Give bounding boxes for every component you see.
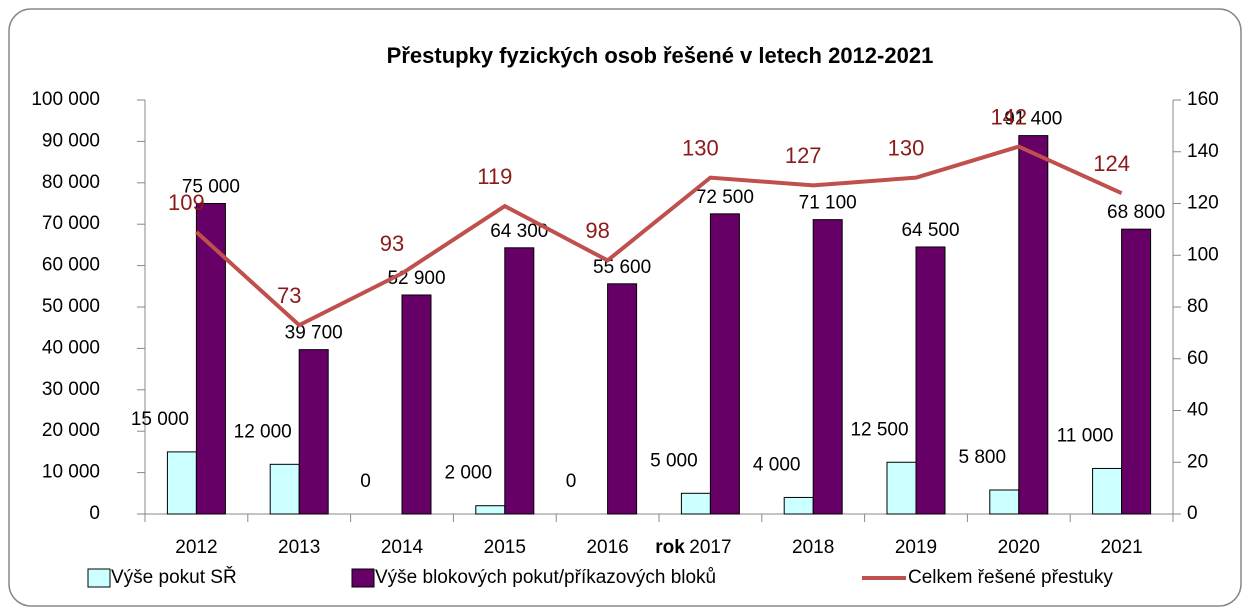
bar [475, 505, 506, 515]
y-tick-label: 30 000 [42, 379, 100, 400]
x-axis-title: rok [655, 537, 685, 558]
legend-label: Výše pokut SŘ [111, 566, 237, 588]
bar [607, 283, 638, 515]
x-tick-label: 2017 [689, 537, 731, 558]
bar-value-label: 0 [566, 471, 577, 492]
y-tick-label: 60 000 [42, 255, 100, 276]
bar [166, 451, 197, 515]
bar-value-label: 39 700 [285, 323, 343, 344]
bar [915, 246, 946, 515]
y-tick-label: 10 000 [42, 462, 100, 483]
line-value-label: 109 [168, 190, 205, 215]
line-value-label: 142 [990, 104, 1027, 129]
x-tick-label: 2020 [998, 537, 1040, 558]
bar-value-label: 75 000 [182, 177, 240, 198]
bar [298, 349, 329, 515]
y2-tick-label: 80 [1187, 296, 1208, 317]
line-value-label: 130 [888, 135, 925, 160]
bar-value-label: 12 000 [234, 421, 292, 442]
bar-value-label: 72 500 [696, 187, 754, 208]
line-value-label: 93 [380, 231, 404, 256]
line-value-label: 130 [682, 135, 719, 160]
y2-tick-label: 0 [1187, 503, 1198, 524]
y-tick-label: 100 000 [31, 89, 100, 110]
bar [195, 203, 226, 515]
bar [709, 213, 740, 515]
y2-tick-label: 160 [1187, 89, 1219, 110]
line-value-label: 124 [1093, 151, 1130, 176]
bar [1121, 228, 1152, 515]
bar-value-label: 2 000 [445, 463, 493, 484]
legend-swatch [351, 568, 375, 588]
bar-value-label: 11 000 [1057, 425, 1114, 446]
bar-value-label: 55 600 [593, 257, 651, 278]
bar [1018, 135, 1049, 515]
x-tick-label: 2013 [278, 537, 320, 558]
line-value-label: 98 [585, 218, 609, 243]
bar [783, 496, 814, 515]
y2-tick-label: 40 [1187, 400, 1208, 421]
x-tick-label: 2021 [1100, 537, 1142, 558]
bar [989, 489, 1020, 515]
bar [401, 294, 432, 515]
x-tick-label: 2016 [586, 537, 628, 558]
x-tick-label: 2015 [484, 537, 526, 558]
y2-tick-label: 60 [1187, 348, 1208, 369]
bar [812, 219, 843, 515]
x-tick-label: 2019 [895, 537, 937, 558]
bar-value-label: 0 [360, 471, 371, 492]
bar-value-label: 5 800 [959, 447, 1007, 468]
x-tick-label: 2012 [175, 537, 217, 558]
y-tick-label: 20 000 [42, 420, 100, 441]
x-tick-label: 2014 [381, 537, 424, 558]
line-value-label: 119 [477, 164, 512, 189]
y-tick-label: 0 [89, 503, 100, 524]
bar-value-label: 68 800 [1107, 202, 1165, 223]
bar-value-label: 91 400 [1004, 109, 1062, 130]
legend-swatch [87, 568, 111, 588]
bar-value-label: 64 300 [490, 221, 548, 242]
line-value-label: 73 [277, 283, 301, 308]
bar-value-label: 64 500 [901, 220, 959, 241]
y-tick-label: 40 000 [42, 337, 100, 358]
line-value-label: 127 [785, 143, 822, 168]
y2-tick-label: 120 [1187, 193, 1219, 214]
bar [1092, 467, 1123, 515]
y-tick-label: 80 000 [42, 172, 100, 193]
y-tick-label: 50 000 [42, 296, 100, 317]
bar [680, 492, 711, 515]
bar-value-label: 71 100 [799, 193, 857, 214]
legend-label: Výše blokových pokut/příkazových bloků [375, 567, 716, 588]
y-tick-label: 90 000 [42, 130, 100, 151]
legend-label: Celkem řešené přestuky [908, 567, 1113, 588]
chart-title: Přestupky fyzických osob řešené v letech… [387, 43, 934, 68]
line [195, 144, 1123, 328]
y-tick-label: 70 000 [42, 213, 100, 234]
bar [269, 463, 300, 515]
y2-tick-label: 140 [1187, 141, 1219, 162]
bar [504, 247, 535, 515]
bar-value-label: 4 000 [753, 454, 801, 475]
bar-value-label: 5 000 [650, 450, 698, 471]
y2-tick-label: 20 [1187, 451, 1208, 472]
y2-tick-label: 100 [1187, 244, 1219, 265]
bar-value-label: 12 500 [850, 419, 908, 440]
x-tick-label: 2018 [792, 537, 834, 558]
bar [886, 461, 917, 515]
bar-value-label: 15 000 [131, 409, 189, 430]
